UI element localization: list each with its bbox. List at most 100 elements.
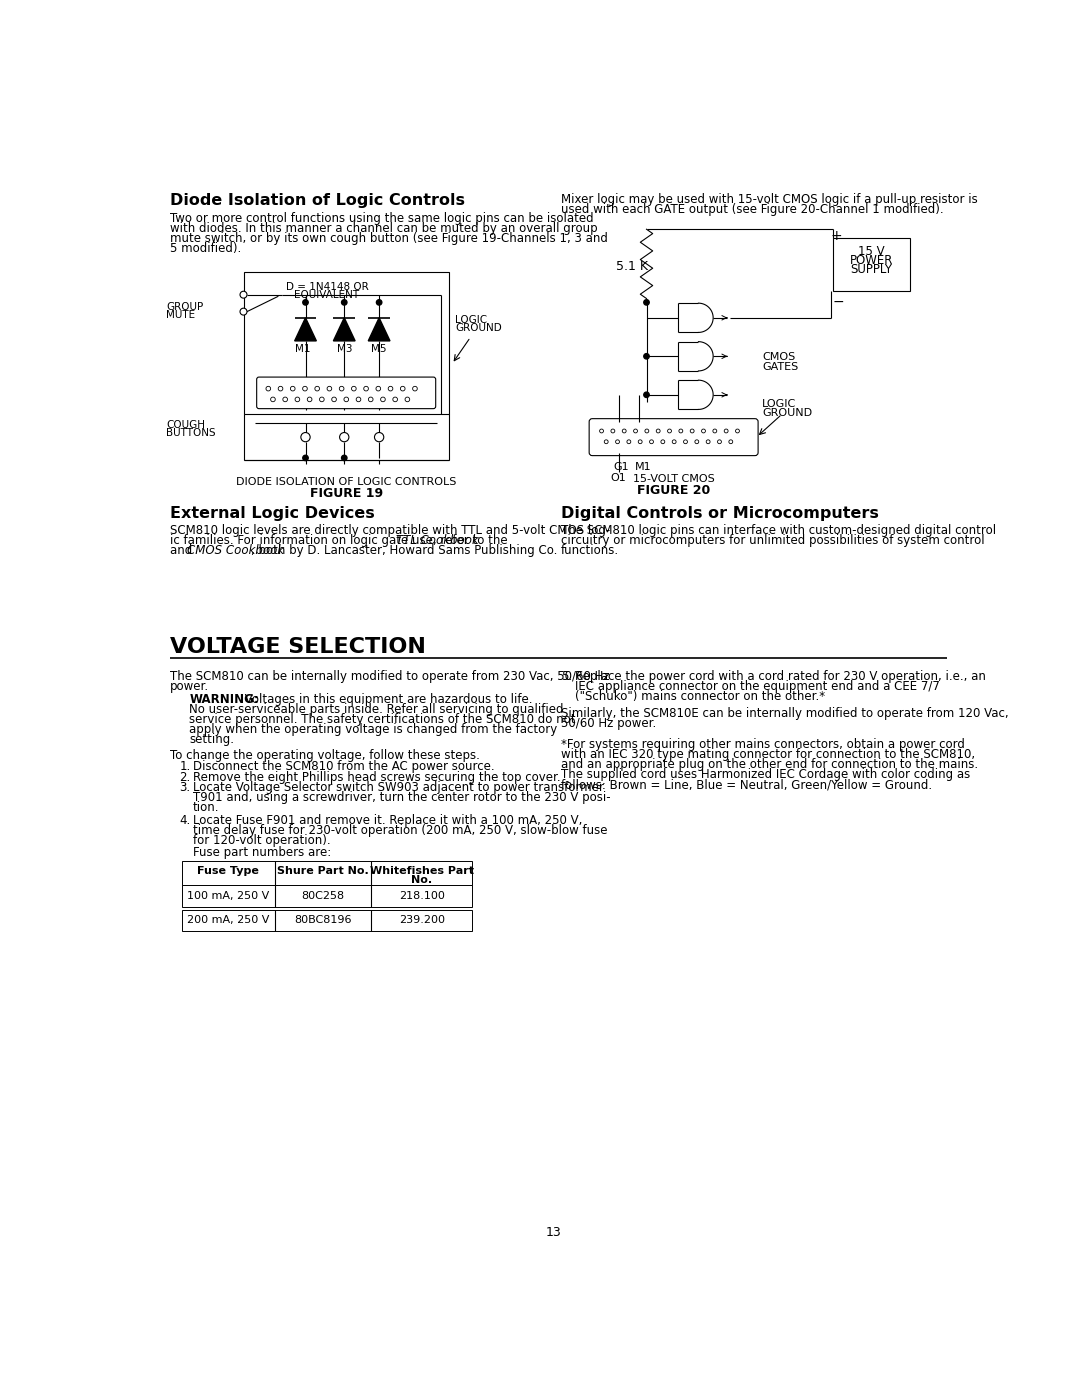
Text: *For systems requiring other mains connectors, obtain a power cord: *For systems requiring other mains conne… bbox=[562, 738, 966, 752]
Text: tion.: tion. bbox=[193, 802, 219, 814]
Text: VOLTAGE SELECTION: VOLTAGE SELECTION bbox=[170, 637, 426, 658]
Circle shape bbox=[684, 440, 688, 444]
Text: follows: Brown = Line, Blue = Neutral, Green/Yellow = Ground.: follows: Brown = Line, Blue = Neutral, G… bbox=[562, 778, 932, 791]
Circle shape bbox=[616, 440, 620, 444]
Bar bbox=[181, 909, 472, 932]
Circle shape bbox=[702, 429, 705, 433]
Text: Remove the eight Phillips head screws securing the top cover.: Remove the eight Phillips head screws se… bbox=[193, 771, 561, 784]
Text: 80BC8196: 80BC8196 bbox=[294, 915, 352, 925]
Circle shape bbox=[302, 387, 308, 391]
Text: Fuse part numbers are:: Fuse part numbers are: bbox=[193, 847, 332, 859]
Circle shape bbox=[240, 291, 247, 298]
Text: FIGURE 19: FIGURE 19 bbox=[310, 488, 382, 500]
Text: FIGURE 20: FIGURE 20 bbox=[637, 485, 711, 497]
Circle shape bbox=[622, 429, 626, 433]
Text: DIODE ISOLATION OF LOGIC CONTROLS: DIODE ISOLATION OF LOGIC CONTROLS bbox=[237, 478, 457, 488]
Text: 15-VOLT CMOS: 15-VOLT CMOS bbox=[633, 474, 715, 485]
Text: COUGH: COUGH bbox=[166, 420, 205, 430]
Circle shape bbox=[599, 429, 604, 433]
Text: , both by D. Lancaster, Howard Sams Publishing Co.: , both by D. Lancaster, Howard Sams Publ… bbox=[252, 545, 557, 557]
Circle shape bbox=[341, 300, 347, 305]
Circle shape bbox=[649, 440, 653, 444]
Text: Two or more control functions using the same logic pins can be isolated: Two or more control functions using the … bbox=[170, 212, 594, 225]
Circle shape bbox=[388, 387, 393, 391]
Circle shape bbox=[315, 387, 320, 391]
Text: WARNING:: WARNING: bbox=[189, 693, 259, 705]
Circle shape bbox=[405, 397, 409, 402]
Text: with an IEC 320 type mating connector for connection to the SCM810,: with an IEC 320 type mating connector fo… bbox=[562, 749, 975, 761]
Text: 13: 13 bbox=[545, 1227, 562, 1239]
Text: IEC appliance connector on the equipment end and a CEE 7/7: IEC appliance connector on the equipment… bbox=[576, 680, 940, 693]
Text: TTL Cookbook: TTL Cookbook bbox=[396, 534, 478, 548]
Text: mute switch, or by its own cough button (see Figure 19-Channels 1, 3 and: mute switch, or by its own cough button … bbox=[170, 232, 608, 246]
Text: time delay fuse for 230-volt operation (200 mA, 250 V, slow-blow fuse: time delay fuse for 230-volt operation (… bbox=[193, 824, 608, 837]
Circle shape bbox=[364, 387, 368, 391]
Text: GATES: GATES bbox=[762, 362, 798, 372]
Circle shape bbox=[302, 300, 308, 305]
Text: 80C258: 80C258 bbox=[301, 891, 345, 901]
Circle shape bbox=[638, 440, 643, 444]
Text: 239.200: 239.200 bbox=[399, 915, 445, 925]
Circle shape bbox=[644, 393, 649, 398]
Circle shape bbox=[302, 455, 308, 461]
Circle shape bbox=[679, 429, 683, 433]
Text: 5.1 K: 5.1 K bbox=[616, 260, 648, 272]
Text: functions.: functions. bbox=[562, 545, 619, 557]
Text: 5.: 5. bbox=[562, 669, 572, 683]
Text: 1.: 1. bbox=[179, 760, 190, 773]
Circle shape bbox=[332, 397, 336, 402]
Circle shape bbox=[308, 397, 312, 402]
Text: SUPPLY: SUPPLY bbox=[850, 263, 892, 277]
Polygon shape bbox=[368, 317, 390, 341]
Text: 50/60 Hz power.: 50/60 Hz power. bbox=[562, 718, 657, 731]
Text: No user-serviceable parts inside. Refer all servicing to qualified: No user-serviceable parts inside. Refer … bbox=[189, 703, 564, 715]
Circle shape bbox=[672, 440, 676, 444]
Circle shape bbox=[339, 387, 343, 391]
Circle shape bbox=[667, 429, 672, 433]
Circle shape bbox=[295, 397, 300, 402]
Text: −: − bbox=[833, 295, 845, 309]
Text: GROUND: GROUND bbox=[762, 408, 812, 418]
Circle shape bbox=[327, 387, 332, 391]
Text: for 120-volt operation).: for 120-volt operation). bbox=[193, 834, 330, 847]
Text: M5: M5 bbox=[372, 344, 387, 353]
Text: External Logic Devices: External Logic Devices bbox=[170, 507, 375, 521]
Text: setting.: setting. bbox=[189, 733, 234, 746]
Circle shape bbox=[713, 429, 717, 433]
Text: Locate Voltage Selector switch SW903 adjacent to power transformer: Locate Voltage Selector switch SW903 adj… bbox=[193, 781, 604, 795]
Text: power.: power. bbox=[170, 680, 210, 693]
Text: +: + bbox=[831, 229, 841, 243]
Text: with diodes. In this manner a channel can be muted by an overall group: with diodes. In this manner a channel ca… bbox=[170, 222, 597, 235]
Text: M1: M1 bbox=[635, 462, 651, 472]
Text: Similarly, the SCM810E can be internally modified to operate from 120 Vac,: Similarly, the SCM810E can be internally… bbox=[562, 707, 1009, 721]
Circle shape bbox=[393, 397, 397, 402]
Text: POWER: POWER bbox=[850, 254, 893, 267]
Text: O1: O1 bbox=[610, 472, 625, 482]
Text: BUTTONS: BUTTONS bbox=[166, 427, 216, 437]
Text: ic families. For information on logic gate use, refer to the: ic families. For information on logic ga… bbox=[170, 534, 511, 548]
Text: 15 V: 15 V bbox=[858, 244, 885, 257]
Circle shape bbox=[341, 455, 347, 461]
Text: EQUIVALENT: EQUIVALENT bbox=[294, 291, 359, 300]
Circle shape bbox=[380, 397, 386, 402]
Text: ("Schuko") mains connector on the other.*: ("Schuko") mains connector on the other.… bbox=[576, 690, 825, 703]
Circle shape bbox=[657, 429, 660, 433]
Text: 5 modified).: 5 modified). bbox=[170, 242, 241, 256]
Bar bbox=[243, 271, 449, 414]
Circle shape bbox=[301, 433, 310, 441]
Circle shape bbox=[626, 440, 631, 444]
Text: CMOS: CMOS bbox=[762, 352, 795, 362]
Text: To change the operating voltage, follow these steps.: To change the operating voltage, follow … bbox=[170, 749, 480, 761]
Circle shape bbox=[291, 387, 295, 391]
Polygon shape bbox=[334, 317, 355, 341]
Text: service personnel. The safety certifications of the SCM810 do not: service personnel. The safety certificat… bbox=[189, 712, 576, 726]
Text: GROUND: GROUND bbox=[455, 323, 502, 332]
Text: Diode Isolation of Logic Controls: Diode Isolation of Logic Controls bbox=[170, 193, 464, 208]
Circle shape bbox=[368, 397, 373, 402]
Text: 4.: 4. bbox=[179, 813, 190, 827]
Text: SCM810 logic levels are directly compatible with TTL and 5-volt CMOS log-: SCM810 logic levels are directly compati… bbox=[170, 524, 610, 538]
Text: The supplied cord uses Harmonized IEC Cordage with color coding as: The supplied cord uses Harmonized IEC Co… bbox=[562, 768, 971, 781]
Text: 3.: 3. bbox=[179, 781, 190, 795]
Text: M3: M3 bbox=[337, 344, 352, 353]
Circle shape bbox=[375, 433, 383, 441]
